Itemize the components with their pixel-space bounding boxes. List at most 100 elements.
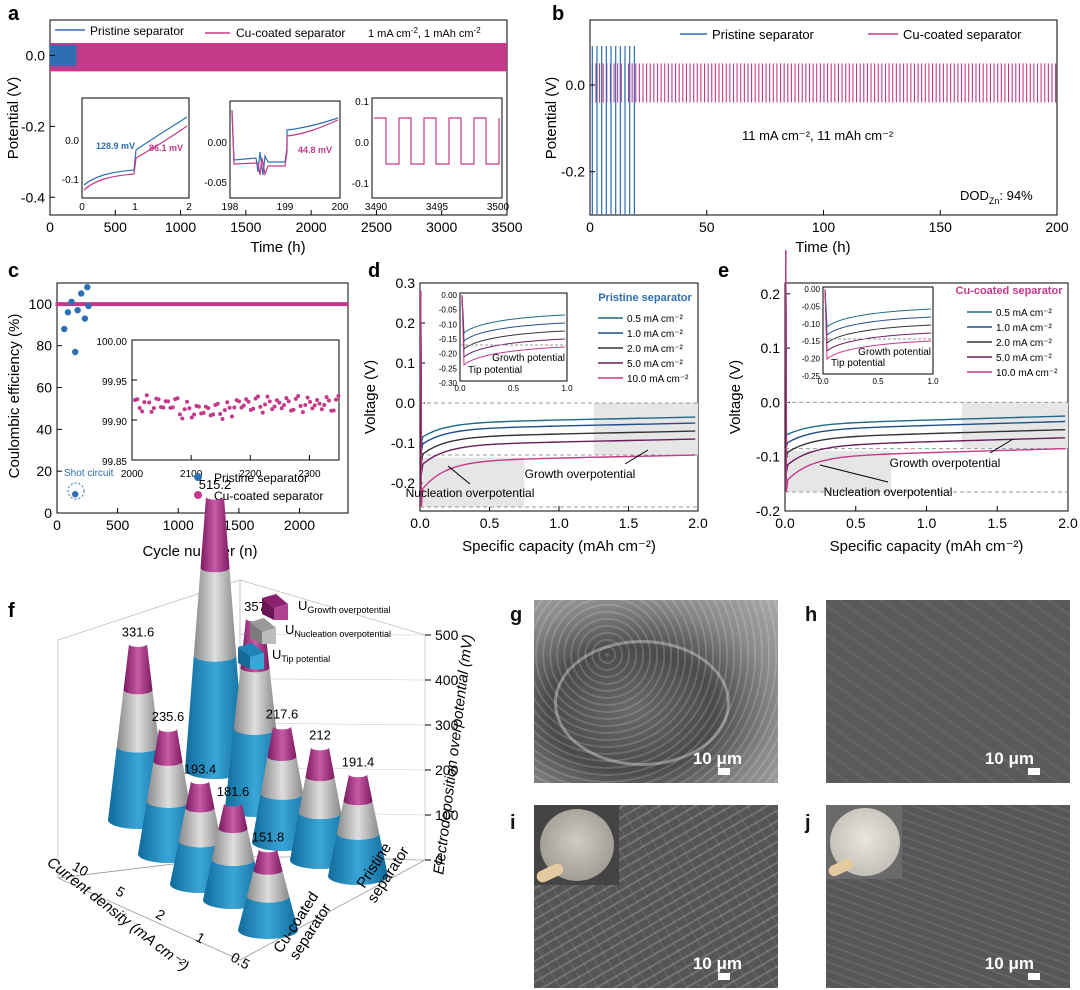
panel-e: e 0.0 0.5 1.0 1.5 2.0 0.2 0.1 0.0 -0.1 -0.2 Growth… xyxy=(718,250,1078,555)
point-cu-inset xyxy=(251,406,256,411)
panel-e-ytick-label: 0.0 xyxy=(761,394,781,410)
panel-b-xtick-label: 50 xyxy=(699,219,715,235)
legend-pristine-c: Pristine separator xyxy=(214,471,308,485)
inset-a1-xtick: 2 xyxy=(186,202,192,213)
point-pristine xyxy=(74,306,81,314)
cone-cu-growth xyxy=(218,803,248,834)
series-pristine-b xyxy=(591,46,635,215)
panel-c-ytick-label: 40 xyxy=(36,421,52,437)
panel-c: c 0 500 1000 1500 2000 0 20 40 60 80 100 Shot circ… xyxy=(6,260,349,560)
point-pristine xyxy=(81,315,89,322)
inset-a1-ytick: 0.0 xyxy=(65,136,79,147)
point-cu-inset xyxy=(237,399,242,404)
point-pristine xyxy=(68,298,75,306)
point-cu-inset xyxy=(319,407,324,412)
legend-cu-a: Cu-coated separator xyxy=(236,26,345,40)
cone-cu-label: 235.6 xyxy=(152,709,185,724)
panel-letter-g: g xyxy=(510,604,523,626)
cone-cu-nucleation xyxy=(116,689,160,753)
legend-nucleation: UNucleation overpotential xyxy=(285,622,391,639)
inset-series-e xyxy=(824,288,932,345)
legend-f: UGrowth overpotential UNucleation overpo… xyxy=(238,594,391,669)
point-cu-inset xyxy=(258,404,263,409)
panel-e-ytick-label: -0.2 xyxy=(756,503,780,519)
cone-pristine-nucleation xyxy=(298,776,342,820)
series-e-2 xyxy=(785,250,1066,457)
panel-d-xtick-label: 2.0 xyxy=(688,515,708,531)
point-cu-inset xyxy=(149,409,154,414)
point-cu-inset xyxy=(177,412,182,417)
inset-a3-xtick: 3490 xyxy=(365,202,388,213)
x-axis-label-e: Specific capacity (mAh cm⁻²) xyxy=(830,538,1024,555)
panel-a-xtick-label: 1500 xyxy=(230,219,261,235)
inset-ytick-e: 0.00 xyxy=(804,285,820,294)
inset-ytick-e: -0.25 xyxy=(802,372,821,381)
series-e-1 xyxy=(785,250,1066,447)
point-cu-inset xyxy=(185,399,190,404)
point-cu-inset xyxy=(156,397,161,402)
panel-c-inset-ytick-label: 99.90 xyxy=(102,417,127,428)
inset-ytick-d: 0.00 xyxy=(441,291,457,300)
inset-series-d xyxy=(461,294,566,359)
inset-a3-ytick: -0.1 xyxy=(352,179,370,190)
cone-pristine-nucleation xyxy=(336,800,380,840)
inset-frame-d xyxy=(459,292,568,382)
panel-e-xtick-label: 0.0 xyxy=(775,515,795,531)
panel-a-ytick-label: 0.0 xyxy=(26,47,46,63)
legend-label-e: 0.5 mA cm⁻² xyxy=(996,308,1053,319)
panel-c-inset-xtick-label: 2000 xyxy=(121,469,144,480)
inset-a3-xtick: 3495 xyxy=(426,202,449,213)
current-tick-label: 1 xyxy=(193,929,208,947)
panel-d-ytick-label: -0.1 xyxy=(391,435,415,451)
inset-ytick-e: -0.20 xyxy=(802,355,821,364)
plot-frame-b xyxy=(589,19,1058,216)
cone-pristine-growth xyxy=(267,726,297,761)
point-cu-inset xyxy=(229,414,234,419)
scale-label-h: 10 μm xyxy=(984,749,1034,768)
panel-c-xtick-label: 2000 xyxy=(284,517,315,533)
cone-pristine-nucleation xyxy=(233,667,277,735)
inset-a2-xtick: 198 xyxy=(222,202,239,213)
panel-a-xtick-label: 2500 xyxy=(361,219,392,235)
cone-pristine-label: 357 xyxy=(244,599,266,614)
point-cu-inset xyxy=(192,412,197,417)
plot-frame-a xyxy=(49,19,508,216)
y-axis-label-a: Potential (V) xyxy=(5,77,22,160)
cone-pristine-growth xyxy=(305,747,335,782)
inset-series-d xyxy=(461,294,566,351)
inset-ytick-e: -0.10 xyxy=(802,320,821,329)
series-d-0 xyxy=(419,290,696,444)
panel-c-inset-ytick-label: 99.85 xyxy=(102,457,127,468)
cone-pristine-label: 191.4 xyxy=(342,755,375,770)
sem-panel-g: 10 μm xyxy=(534,600,778,783)
cone-pristine-growth xyxy=(343,774,373,806)
point-cu-inset xyxy=(322,403,327,408)
annotation-44-8-mv: 44.8 mV xyxy=(298,145,332,155)
z-axis-label-f: Electrodeposition overpotential (mV) xyxy=(430,633,476,875)
growth-region xyxy=(593,403,698,455)
inset-a-2: 44.8 mV 0.00 -0.05 198 199 200 xyxy=(204,100,349,213)
panel-c-xtick-label: 1500 xyxy=(223,517,254,533)
point-cu-inset xyxy=(334,397,339,402)
z-tick-label: 200 xyxy=(435,762,459,778)
point-cu-inset xyxy=(284,396,289,401)
x-axis-label-b: Time (h) xyxy=(795,239,850,256)
inset-series-d xyxy=(461,294,566,367)
point-cu-inset xyxy=(308,399,313,404)
scale-label-i: 10 μm xyxy=(692,954,742,973)
legend-label-e: 2.0 mA cm⁻² xyxy=(996,338,1053,349)
panel-a-xtick-label: 2000 xyxy=(296,219,327,235)
panel-c-ytick-label: 80 xyxy=(36,338,52,354)
point-cu-inset xyxy=(201,410,206,415)
point-cu-inset xyxy=(310,406,315,411)
y-axis-label-e: Voltage (V) xyxy=(727,360,744,434)
panel-a-ytick-label: -0.2 xyxy=(21,118,45,134)
scale-label-j: 10 μm xyxy=(984,954,1034,973)
x-axis-label-c: Cycle number (n) xyxy=(142,543,257,560)
series-d-2 xyxy=(419,290,696,464)
inset-xtick-d: 1.0 xyxy=(561,384,573,393)
inset-ytick-d: -0.15 xyxy=(439,335,458,344)
panel-c-inset-xtick-label: 2300 xyxy=(298,469,321,480)
x-axis-label-a: Time (h) xyxy=(250,239,305,256)
point-cu-inset xyxy=(246,399,251,404)
